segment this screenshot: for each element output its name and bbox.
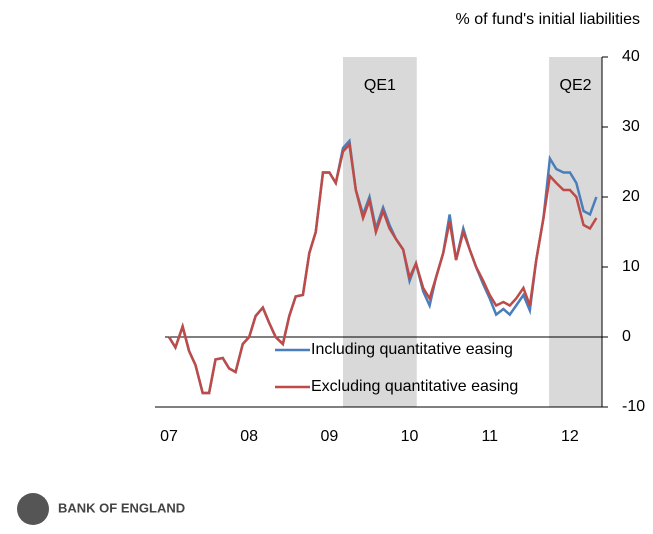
y-tick-label: 10 bbox=[622, 258, 640, 275]
y-tick-label: 0 bbox=[622, 328, 631, 345]
x-tick-label: 08 bbox=[240, 428, 258, 445]
shaded-label: QE1 bbox=[364, 77, 396, 94]
y-tick-label: -10 bbox=[622, 398, 645, 415]
line-series bbox=[167, 141, 598, 395]
shaded-label: QE2 bbox=[560, 77, 592, 94]
logo: BANK OF ENGLAND bbox=[17, 493, 185, 525]
logo-icon bbox=[17, 493, 49, 525]
shaded-region bbox=[549, 57, 602, 407]
legend-label: Including quantitative easing bbox=[311, 341, 513, 358]
legend-label: Excluding quantitative easing bbox=[311, 378, 518, 395]
x-tick-label: 12 bbox=[561, 428, 579, 445]
x-tick-label: 11 bbox=[481, 428, 498, 445]
x-tick-label: 10 bbox=[401, 428, 419, 445]
x-tick-label: 09 bbox=[320, 428, 338, 445]
y-axis-label: % of fund's initial liabilities bbox=[456, 11, 640, 28]
x-tick-label: 07 bbox=[160, 428, 178, 445]
y-tick-label: 20 bbox=[622, 188, 640, 205]
shaded-region bbox=[343, 57, 417, 407]
y-tick-label: 40 bbox=[622, 48, 640, 65]
y-tick-label: 30 bbox=[622, 118, 640, 135]
footer: BANK OF ENGLAND bbox=[58, 500, 185, 515]
